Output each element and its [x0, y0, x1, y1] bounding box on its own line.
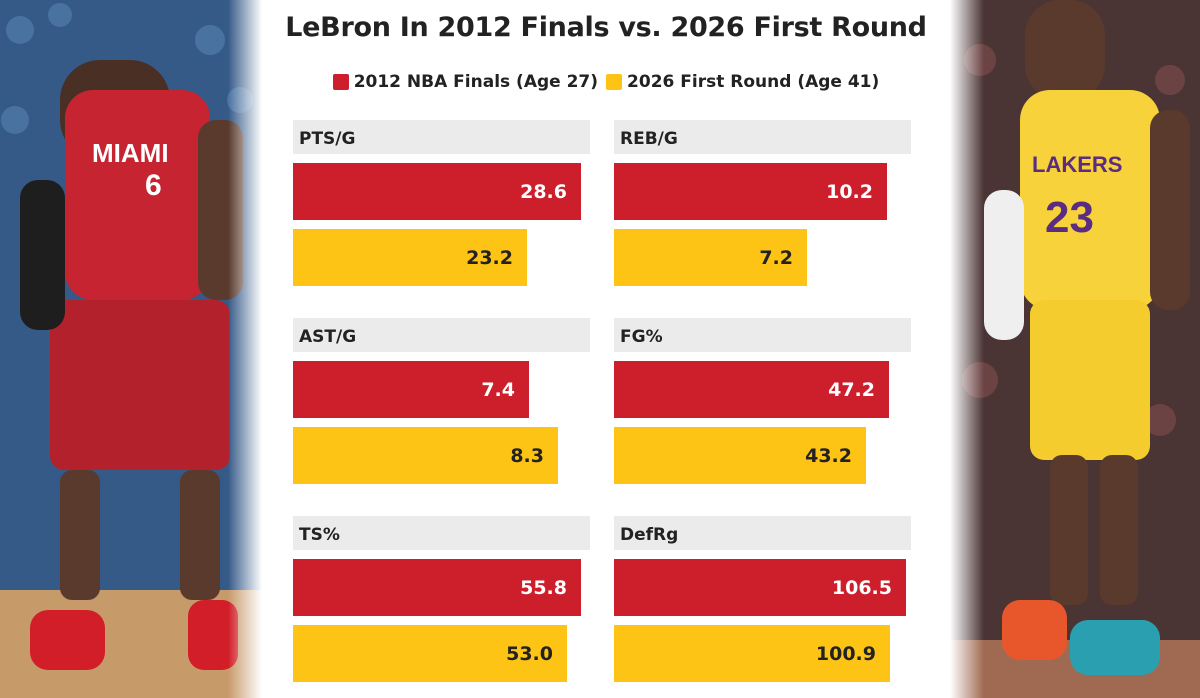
chart-title: LeBron In 2012 Finals vs. 2026 First Rou…	[285, 12, 927, 43]
panel-pts-g: PTS/G 28.6 23.2	[293, 120, 590, 290]
panel-label: FG%	[614, 318, 911, 352]
legend-swatch-2026	[606, 74, 623, 90]
svg-text:6: 6	[145, 169, 162, 202]
panel-label: AST/G	[293, 318, 590, 352]
bar-2026: 53.0	[293, 625, 567, 682]
panel-reb-g: REB/G 10.2 7.2	[614, 120, 911, 290]
svg-text:MIAMI: MIAMI	[92, 138, 169, 168]
photo-left: MIAMI 6	[0, 0, 262, 698]
panel-ast-g: AST/G 7.4 8.3	[293, 318, 590, 488]
legend-label-2012: 2012 NBA Finals (Age 27)	[353, 72, 599, 92]
bar-value-label: 8.3	[510, 444, 544, 467]
svg-text:LAKERS: LAKERS	[1032, 152, 1122, 177]
bar-value-label: 7.4	[481, 378, 515, 401]
bar-2012: 10.2	[614, 163, 887, 220]
bar-2012: 28.6	[293, 163, 581, 220]
chart-legend: 2012 NBA Finals (Age 27) 2026 First Roun…	[262, 72, 950, 92]
bar-2026: 23.2	[293, 229, 527, 286]
bar-value-label: 23.2	[466, 246, 513, 269]
panel-ts: TS% 55.8 53.0	[293, 516, 590, 686]
bar-value-label: 7.2	[759, 246, 793, 269]
bar-value-label: 28.6	[520, 180, 567, 203]
bar-2026: 100.9	[614, 625, 890, 682]
bar-2026: 43.2	[614, 427, 866, 484]
panel-label: PTS/G	[293, 120, 590, 154]
panel-label: TS%	[293, 516, 590, 550]
panel-label: DefRg	[614, 516, 911, 550]
bar-value-label: 55.8	[520, 576, 567, 599]
panel-fg: FG% 47.2 43.2	[614, 318, 911, 488]
bar-2012: 106.5	[614, 559, 906, 616]
svg-text:23: 23	[1045, 193, 1094, 242]
bar-value-label: 106.5	[831, 576, 892, 599]
legend-label-2026: 2026 First Round (Age 41)	[627, 72, 880, 92]
bar-2026: 7.2	[614, 229, 807, 286]
panel-defrg: DefRg 106.5 100.9	[614, 516, 911, 686]
photo-right: LAKERS 23	[950, 0, 1200, 698]
photo-fade	[950, 0, 984, 698]
bar-2012: 7.4	[293, 361, 529, 418]
bar-value-label: 43.2	[805, 444, 852, 467]
bar-value-label: 47.2	[828, 378, 875, 401]
player-illustration-right: LAKERS 23	[950, 0, 1200, 698]
player-illustration-left: MIAMI 6	[0, 0, 262, 698]
legend-swatch-2012	[332, 74, 349, 90]
panel-label: REB/G	[614, 120, 911, 154]
bar-value-label: 10.2	[826, 180, 873, 203]
photo-fade	[228, 0, 262, 698]
bar-2026: 8.3	[293, 427, 558, 484]
bar-2012: 47.2	[614, 361, 889, 418]
bar-value-label: 100.9	[815, 642, 876, 665]
bar-value-label: 53.0	[506, 642, 553, 665]
legend-item-2026: 2026 First Round (Age 41)	[606, 72, 879, 92]
bar-2012: 55.8	[293, 559, 581, 616]
legend-item-2012: 2012 NBA Finals (Age 27)	[332, 72, 599, 92]
